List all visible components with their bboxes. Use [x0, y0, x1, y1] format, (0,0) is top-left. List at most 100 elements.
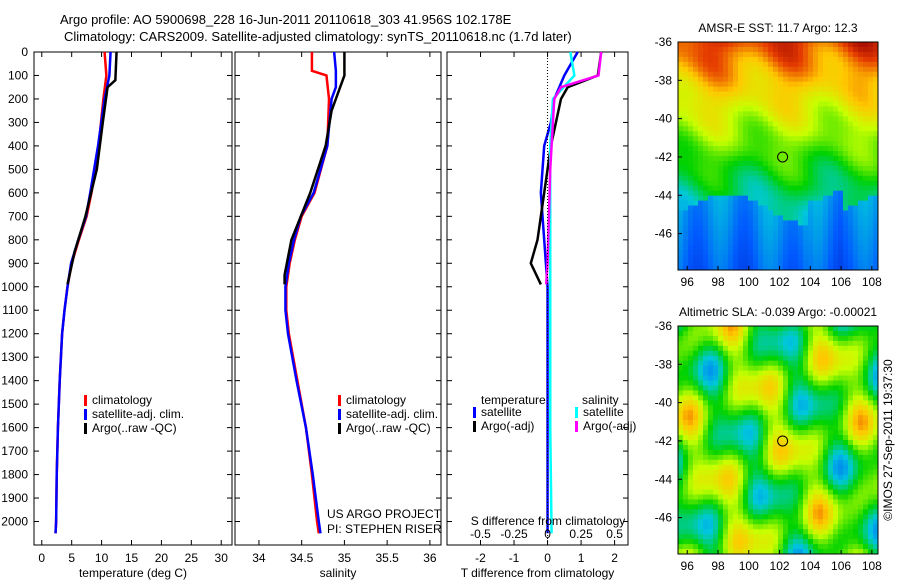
map-cell	[758, 375, 764, 382]
map-cell	[748, 265, 754, 271]
map-cell	[863, 529, 869, 535]
map-cell	[788, 200, 794, 207]
map-cell	[853, 435, 859, 441]
map-cell	[868, 519, 874, 525]
map-cell	[803, 385, 809, 391]
map-cell	[748, 111, 754, 117]
map-cell	[773, 469, 779, 476]
map-cell	[868, 111, 874, 117]
map-cell	[768, 195, 774, 202]
map-cell	[778, 479, 784, 486]
map-cell	[688, 260, 694, 266]
map-cell	[678, 444, 684, 451]
map-cell	[733, 449, 739, 456]
map-cell	[718, 111, 724, 117]
map-cell	[718, 524, 724, 530]
map-cell	[683, 440, 689, 446]
map-cell	[693, 260, 699, 266]
map-cell	[848, 146, 854, 152]
lat-label: -42	[655, 150, 673, 164]
map-cell	[778, 121, 784, 127]
map-cell	[743, 106, 749, 112]
map-cell	[703, 71, 709, 78]
map-cell	[738, 46, 744, 53]
map-cell	[858, 539, 864, 545]
timestamp-stamp: ©IMOS 27-Sep-2011 19:37:30	[881, 359, 895, 521]
depth-label: 500	[8, 162, 28, 176]
map-cell	[838, 454, 844, 461]
map-cell	[768, 484, 774, 491]
map-cell	[713, 156, 719, 162]
map-cell	[788, 235, 794, 241]
map-cell	[828, 175, 834, 182]
map-cell	[773, 116, 779, 122]
map-cell	[748, 230, 754, 236]
map-cell	[818, 66, 824, 73]
map-cell	[723, 479, 729, 486]
map-cell	[758, 484, 764, 491]
map-cell	[688, 474, 694, 481]
map-cell	[713, 469, 719, 476]
map-cell	[808, 86, 814, 93]
map-cell	[858, 454, 864, 461]
map-cell	[823, 71, 829, 78]
map-cell	[678, 106, 684, 112]
map-cell	[738, 449, 744, 456]
map-cell	[858, 499, 864, 505]
map-cell	[868, 400, 874, 406]
map-cell	[843, 474, 849, 481]
map-cell	[843, 76, 849, 83]
map-cell	[683, 534, 689, 540]
map-cell	[813, 474, 819, 481]
map-cell	[738, 151, 744, 157]
map-cell	[813, 539, 819, 545]
map-cell	[733, 185, 739, 192]
map-cell	[683, 156, 689, 162]
map-cell	[788, 326, 794, 332]
map-cell	[698, 121, 704, 127]
map-cell	[728, 375, 734, 382]
map-cell	[828, 235, 834, 241]
map-cell	[763, 86, 769, 93]
map-cell	[783, 360, 789, 367]
depth-label: 200	[8, 92, 28, 106]
map-cell	[838, 156, 844, 162]
map-cell	[798, 459, 804, 466]
map-cell	[803, 111, 809, 117]
map-cell	[803, 156, 809, 162]
map-cell	[848, 365, 854, 372]
argo-location-marker	[777, 435, 789, 447]
map-cell	[723, 66, 729, 73]
map-cell	[818, 405, 824, 411]
map-cell	[828, 395, 834, 401]
map-cell	[858, 185, 864, 192]
map-cell	[858, 519, 864, 525]
map-cell	[718, 370, 724, 377]
map-cell	[853, 390, 859, 396]
map-cell	[853, 86, 859, 93]
map-cell	[833, 370, 839, 377]
map-cell	[758, 230, 764, 236]
map-cell	[843, 146, 849, 152]
map-cell	[813, 326, 819, 332]
map-cell	[793, 66, 799, 73]
map-cell	[713, 240, 719, 246]
map-cell	[688, 380, 694, 386]
map-cell	[858, 205, 864, 212]
map-cell	[703, 265, 709, 271]
map-cell	[783, 340, 789, 347]
map-cell	[798, 504, 804, 510]
map-cell	[713, 415, 719, 421]
map-cell	[708, 479, 714, 486]
map-cell	[853, 504, 859, 510]
map-cell	[768, 101, 774, 107]
map-cell	[783, 484, 789, 491]
map-cell	[683, 435, 689, 441]
map-cell	[838, 415, 844, 421]
map-cell	[823, 449, 829, 456]
map-cell	[738, 459, 744, 466]
lat-label: -38	[655, 73, 673, 87]
lon-label: 100	[739, 275, 759, 289]
map-cell	[818, 544, 824, 550]
lon-label: 102	[770, 275, 790, 289]
